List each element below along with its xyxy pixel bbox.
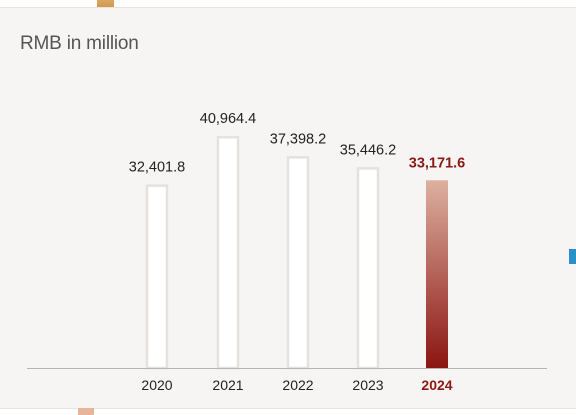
value-label-2022: 37,398.2 [270, 131, 326, 147]
category-label-2023: 2023 [352, 377, 383, 393]
category-label-2020: 2020 [141, 377, 172, 393]
unit-label: RMB in million [20, 33, 139, 54]
value-label-2023: 35,446.2 [340, 142, 396, 158]
decorative-accent-bottom [78, 408, 94, 415]
bar-2022 [286, 156, 310, 370]
category-label-2022: 2022 [282, 377, 313, 393]
value-label-2020: 32,401.8 [129, 160, 185, 176]
value-label-2024: 33,171.6 [409, 155, 465, 171]
value-label-2021: 40,964.4 [200, 111, 256, 127]
decorative-accent-right [569, 249, 576, 264]
category-label-2021: 2021 [212, 377, 243, 393]
bar-2020 [145, 184, 169, 370]
bar-2021 [216, 135, 240, 370]
bar-highlight-2024 [426, 180, 448, 368]
bar-2023 [356, 167, 380, 370]
category-label-2024: 2024 [421, 377, 452, 393]
